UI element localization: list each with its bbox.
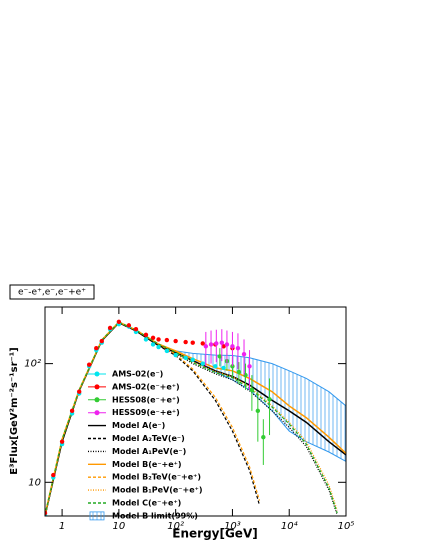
data-point — [183, 339, 188, 345]
legend-label: Model A₂TeV(e⁻) — [112, 434, 185, 443]
legend-label: Model B₂TeV(e⁻+e⁺) — [112, 473, 201, 482]
data-point — [143, 337, 149, 342]
data-point — [150, 335, 156, 341]
data-point — [230, 344, 235, 349]
title-box — [9, 284, 95, 300]
data-point — [241, 352, 247, 357]
plot-area — [45, 319, 346, 516]
data-point — [214, 341, 219, 346]
chart-title: e⁻-e⁺,e⁻,e⁻+e⁺ — [18, 288, 86, 298]
data-point — [219, 340, 225, 345]
data-point — [99, 338, 104, 344]
y-tick-label: 10² — [24, 359, 41, 370]
x-tick-label: 10⁵ — [338, 521, 355, 532]
data-point — [249, 387, 255, 393]
data-point — [221, 365, 226, 371]
legend-swatch — [94, 410, 100, 416]
data-point — [150, 342, 156, 347]
data-point — [247, 364, 252, 369]
model-line — [45, 321, 338, 516]
legend-label: Model C(e⁻+e⁺) — [112, 499, 181, 508]
legend-label: HESS09(e⁻+e⁺) — [112, 408, 180, 417]
data-point — [156, 344, 161, 350]
data-point — [86, 362, 92, 367]
data-point — [190, 357, 195, 362]
limit-band — [175, 350, 346, 462]
data-point — [183, 355, 188, 360]
data-point — [235, 345, 241, 351]
data-point — [190, 340, 195, 345]
x-tick-label: 10 — [113, 521, 126, 532]
data-point — [133, 327, 139, 332]
y-axis-label: E³Flux[GeV²m⁻²s⁻¹sr⁻¹] — [9, 347, 20, 475]
data-point — [59, 439, 65, 444]
model-line — [45, 322, 338, 516]
legend-swatch — [94, 384, 100, 390]
legend-swatch — [94, 371, 100, 377]
data-point — [203, 344, 209, 349]
data-point — [213, 364, 218, 369]
legend-label: HESS08(e⁻+e⁺) — [112, 395, 180, 404]
x-tick-label: 1 — [59, 521, 65, 532]
legend-swatch — [94, 397, 100, 403]
legend-label: AMS-02(e⁻+e⁺) — [112, 382, 180, 391]
data-layer — [45, 319, 346, 516]
data-point — [156, 337, 161, 342]
data-point — [69, 408, 75, 414]
frame — [44, 306, 347, 517]
x-tick-label: 10⁴ — [281, 520, 298, 532]
data-point — [173, 352, 178, 358]
data-point — [208, 342, 214, 347]
data-point — [224, 342, 230, 347]
legend-label: AMS-02(e⁻) — [112, 370, 163, 379]
legend-swatch — [89, 511, 105, 521]
data-point — [116, 319, 122, 325]
data-point — [173, 338, 178, 344]
legend-label: Model B limit(99%) — [112, 511, 198, 520]
data-point — [94, 345, 99, 351]
data-point — [51, 472, 56, 478]
x-axis-label: Energy[GeV] — [172, 527, 257, 541]
data-point — [76, 389, 82, 394]
data-point — [107, 325, 113, 331]
data-point — [164, 348, 170, 354]
data-point — [221, 344, 226, 349]
data-point — [255, 408, 261, 414]
data-point — [200, 341, 205, 346]
data-point — [236, 369, 242, 375]
y-tick-label: 10 — [28, 477, 41, 488]
data-point — [217, 354, 223, 359]
legend-label: Model A₁PeV(e⁻) — [112, 447, 186, 456]
legend-label: Model B(e⁻+e⁺) — [112, 460, 182, 469]
x-tick-label: 10² — [167, 521, 184, 532]
data-point — [143, 332, 149, 337]
data-point — [267, 397, 272, 402]
legend-label: Model B₁PeV(e⁻+e⁺) — [112, 486, 203, 495]
x-tick-label: 10³ — [224, 521, 241, 532]
data-point — [45, 510, 48, 516]
data-point — [261, 434, 266, 440]
data-point — [200, 361, 205, 366]
data-point — [164, 337, 170, 343]
data-point — [126, 323, 132, 328]
legend-label: Model A(e⁻) — [112, 421, 165, 430]
